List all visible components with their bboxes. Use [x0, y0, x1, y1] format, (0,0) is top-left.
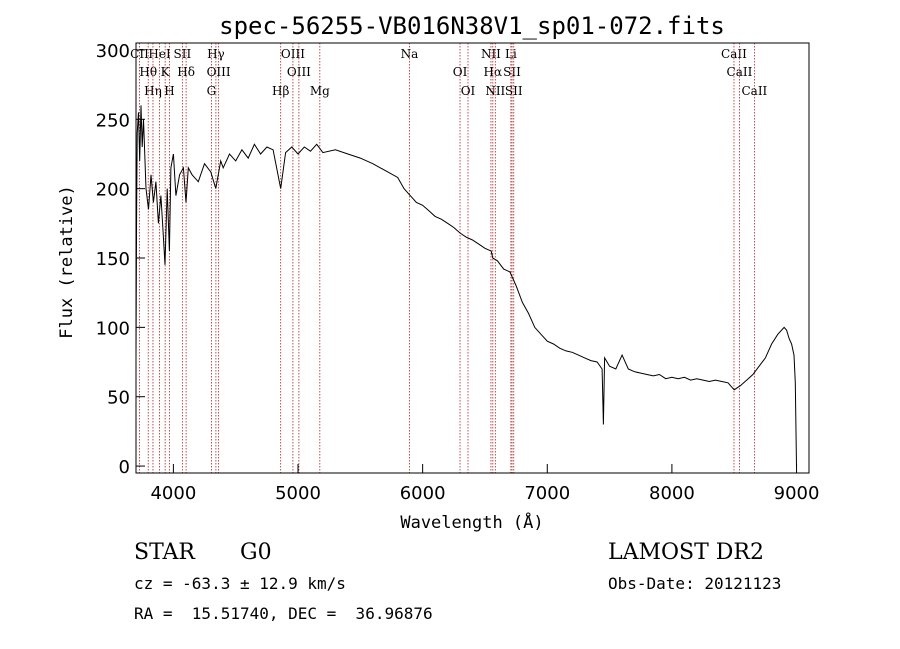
- redshift-label: cz = -63.3 ± 12.9 km/s: [134, 574, 346, 593]
- y-tick-label: 50: [107, 388, 130, 409]
- y-tick-label: 250: [96, 110, 130, 131]
- object-subclass: G0: [240, 540, 272, 565]
- y-tick-label: 200: [96, 180, 130, 201]
- line-marker-label: Na: [401, 47, 419, 61]
- line-marker-label: OI: [453, 65, 468, 79]
- object-class: STAR: [134, 540, 195, 565]
- line-marker-label: OIII: [287, 65, 311, 79]
- line-marker-label: OIII: [207, 65, 231, 79]
- x-axis-label: Wavelength (Å): [400, 511, 543, 533]
- line-marker-label: NII: [485, 84, 505, 98]
- line-marker-label: Hβ: [272, 84, 289, 98]
- plot-frame: [135, 42, 810, 474]
- spectral-line-markers: CII Hθ Hη HeI KH SII Hδ G Hγ OIII Hβ OIII OIII Mg Na OI…: [130, 43, 768, 473]
- y-tick-label: 150: [96, 249, 130, 270]
- y-tick-label: 300: [96, 41, 130, 62]
- line-marker-label: CII: [130, 47, 149, 61]
- line-marker-label: CaII: [741, 84, 767, 98]
- line-marker-label: OIII: [281, 47, 305, 61]
- line-marker-label: Hα: [484, 65, 503, 79]
- y-axis-ticks: 0 50 100 150 200 250 300: [96, 41, 145, 478]
- x-tick-label: 7000: [524, 483, 570, 504]
- y-axis-label: Flux (relative): [57, 185, 77, 339]
- line-marker-label: CaII: [727, 65, 753, 79]
- spectrum-line: [135, 105, 797, 467]
- line-marker-label: K: [161, 65, 171, 79]
- line-marker-label: G: [207, 84, 217, 98]
- x-tick-label: 6000: [400, 483, 446, 504]
- obs-date-label: Obs-Date: 20121123: [608, 574, 782, 593]
- line-marker-label: Mg: [310, 84, 330, 98]
- line-marker-label: NII: [481, 47, 501, 61]
- x-tick-label: 9000: [774, 483, 820, 504]
- line-marker-label: Hη: [144, 84, 162, 98]
- line-marker-label: SII: [503, 65, 521, 79]
- line-marker-label: H: [164, 84, 174, 98]
- x-tick-label: 8000: [649, 483, 695, 504]
- survey-label: LAMOST DR2: [608, 540, 764, 565]
- y-tick-label: 0: [119, 457, 130, 478]
- line-marker-label: CaII: [721, 47, 747, 61]
- y-tick-label: 100: [96, 318, 130, 339]
- line-marker-label: Hγ: [207, 47, 225, 61]
- x-axis-ticks: 4000 5000 6000 7000 8000 9000: [150, 464, 819, 504]
- line-marker-label: HeI: [148, 47, 171, 61]
- line-marker-label: Hδ: [177, 65, 195, 79]
- line-marker-label: Li: [505, 47, 517, 61]
- chart-title: spec-56255-VB016N38V1_sp01-072.fits: [219, 12, 725, 40]
- line-marker-label: SII: [505, 84, 523, 98]
- x-tick-label: 4000: [150, 483, 196, 504]
- line-marker-label: Hθ: [139, 65, 157, 79]
- coords-label: RA = 15.51740, DEC = 36.96876: [134, 604, 433, 623]
- x-tick-label: 5000: [275, 483, 321, 504]
- line-marker-label: SII: [174, 47, 192, 61]
- line-marker-label: OI: [461, 84, 476, 98]
